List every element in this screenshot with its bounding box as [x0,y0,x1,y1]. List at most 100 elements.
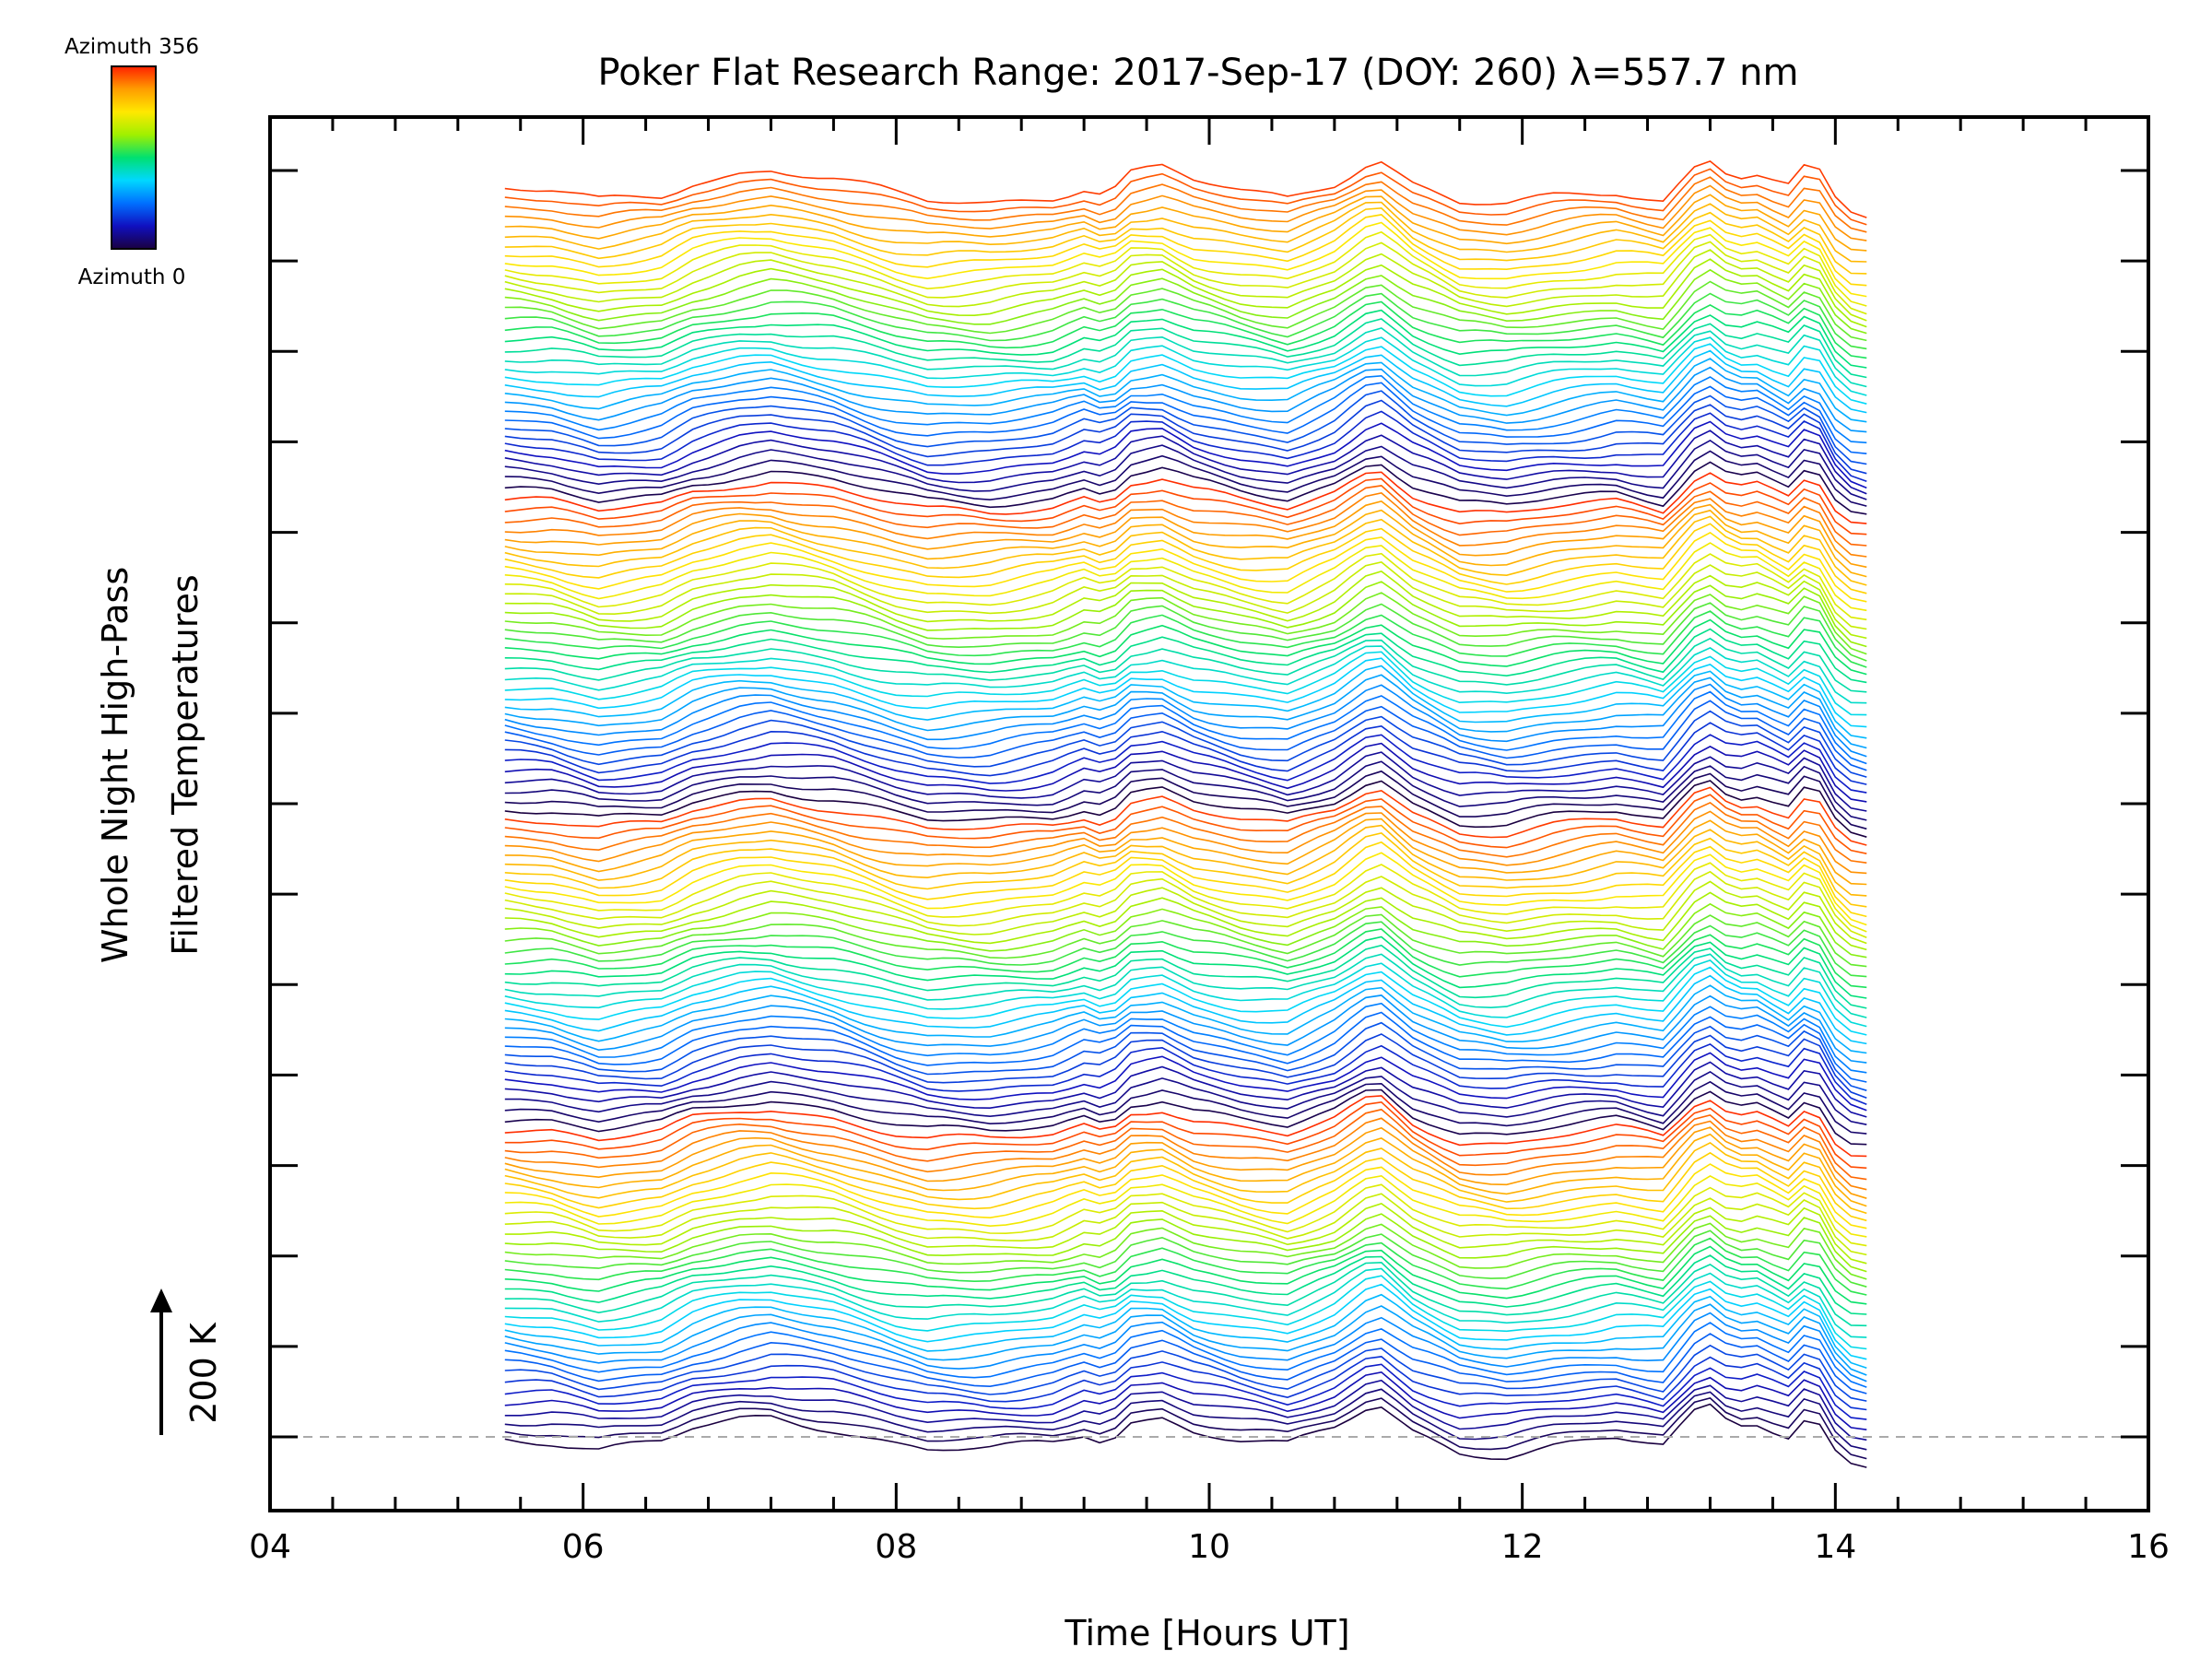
series-line [504,1108,1867,1181]
scale-bar-label: 200 K [183,1322,224,1424]
series-line [504,665,1867,739]
series-line [504,292,1867,350]
series-line [504,471,1867,524]
series-line [504,1371,1867,1430]
series-line [504,552,1867,621]
series-line [504,382,1867,454]
series-line [504,1261,1867,1327]
series-line [504,1080,1867,1135]
series-line [504,1356,1867,1411]
series-line [504,1088,1867,1146]
series-line [504,770,1867,830]
colorbar-gradient [111,65,157,250]
series-line [504,1344,1867,1402]
series-line [504,1133,1867,1207]
series-line [504,1254,1867,1315]
series-line [504,206,1867,275]
series-line [504,1052,1867,1112]
series-line [504,1403,1867,1468]
series-line [504,366,1867,433]
x-tick-label: 04 [249,1528,291,1566]
series-line [504,336,1867,396]
series-line [504,1388,1867,1451]
series-line [504,1293,1867,1369]
series-line [504,159,1867,218]
series-line [504,450,1867,507]
series-line [504,984,1867,1054]
series-line [504,477,1867,535]
series-line [504,801,1867,864]
x-tick-label: 08 [875,1528,917,1566]
series-line [504,921,1867,978]
series-line [504,1237,1867,1296]
series-line [504,1222,1867,1280]
series-line [504,722,1867,785]
series-line [504,628,1867,684]
series-line [504,420,1867,489]
series-line [504,974,1867,1045]
series-line [504,880,1867,945]
series-line [504,1363,1867,1420]
series-line [504,780,1867,838]
colorbar-bottom-label: Azimuth 0 [78,265,186,289]
series-line [504,1322,1867,1388]
series-lines [504,159,1867,1468]
series-line [504,913,1867,968]
x-tick-label: 06 [562,1528,605,1566]
x-tick-label: 16 [2127,1528,2170,1566]
x-axis-label: Time [Hours UT] [1064,1613,1349,1653]
series-line [504,891,1867,951]
series-line [504,194,1867,252]
series-line [504,1213,1867,1273]
scale-bar: 200 K [150,1288,224,1435]
series-line [504,1021,1867,1091]
x-tick-labels: 04 06 08 10 12 14 16 [249,1528,2170,1566]
y-axis-label-line2: Filtered Temperatures [165,574,206,955]
series-line [504,734,1867,794]
series-line [504,1193,1867,1256]
series-line [504,492,1867,558]
series-line [504,1002,1867,1074]
series-line [504,309,1867,369]
series-line [504,214,1867,287]
series-line [504,953,1867,1018]
series-line [504,176,1867,233]
series-line [504,374,1867,444]
series-line [504,751,1867,812]
x-tick-label: 14 [1814,1528,1856,1566]
series-line [504,201,1867,263]
series-line [504,581,1867,648]
series-line [504,1151,1867,1222]
series-line [504,241,1867,315]
series-line [504,1117,1867,1191]
series-line [504,683,1867,758]
series-line [504,571,1867,640]
series-line [504,592,1867,655]
series-line [504,928,1867,989]
series-line [504,944,1867,1009]
y-axis-label-line1: Whole Night High-Pass [95,567,135,963]
series-line [504,1333,1867,1394]
series-line [504,651,1867,716]
series-line [504,1163,1867,1230]
series-line [504,862,1867,933]
series-line [504,1126,1867,1199]
series-line [504,760,1867,821]
series-line [504,1061,1867,1118]
series-line [504,674,1867,749]
series-line [504,700,1867,771]
series-line [504,268,1867,335]
series-line [504,485,1867,547]
series-line [504,500,1867,569]
series-line [504,561,1867,630]
series-line [504,1379,1867,1441]
series-line [504,390,1867,465]
series-line [504,327,1867,388]
series-line [504,645,1867,704]
series-line [504,1042,1867,1105]
series-line [504,602,1867,662]
series-line [504,935,1867,999]
series-line [504,786,1867,846]
series-line [504,515,1867,586]
series-line [504,1011,1867,1083]
